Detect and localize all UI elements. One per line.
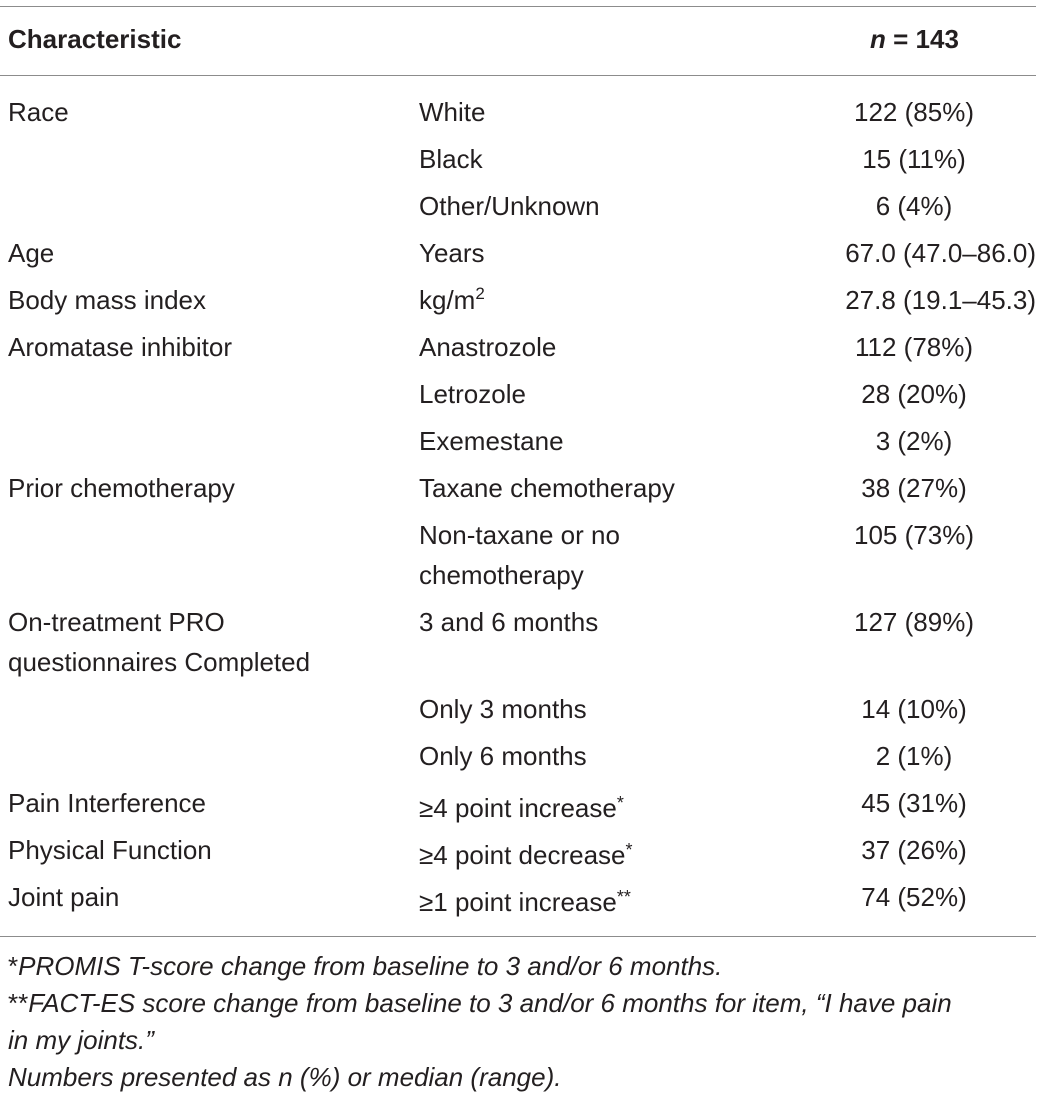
row-category: Years (419, 238, 485, 268)
row-value: 6 (4%) (875, 191, 953, 221)
header-n-value: = 143 (893, 24, 959, 54)
row-value: 14 (10%) (861, 694, 967, 724)
unit-text: kg/m (419, 285, 476, 315)
row-value: 74 (52%) (861, 882, 967, 912)
row-category: Non-taxane or no chemotherapy (419, 515, 749, 595)
row-category: kg/m2 (419, 280, 749, 320)
row-category: Black (419, 144, 483, 174)
row-label: Age (8, 238, 55, 268)
row-value: 105 (73%) (854, 520, 974, 550)
row-category-text: ≥4 point increase (419, 793, 617, 823)
unit-superscript: 2 (475, 284, 485, 303)
footnote-text: in my joints.” (8, 1025, 154, 1055)
row-category-text: ≥4 point decrease (419, 840, 626, 870)
row-category: Taxane chemotherapy (419, 473, 675, 503)
row-category-line: Non-taxane or no (419, 520, 620, 550)
row-label-line: On-treatment PRO (8, 607, 225, 637)
table-header-rule (0, 75, 1036, 76)
footnote-marker: * (625, 840, 633, 860)
row-value: 45 (31%) (861, 788, 967, 818)
row-value: 15 (11%) (862, 144, 966, 174)
footnote-1: *PROMIS T-score change from baseline to … (8, 948, 1038, 985)
footnote-marker: * (616, 793, 624, 813)
row-category: Only 3 months (419, 694, 587, 724)
row-category: ≥4 point decrease* (419, 830, 749, 875)
row-category: Letrozole (419, 379, 526, 409)
row-value: 112 (78%) (854, 332, 974, 362)
table-top-rule (0, 6, 1036, 7)
row-category: White (419, 97, 486, 127)
row-value: 28 (20%) (861, 379, 967, 409)
row-label: Pain Interference (8, 788, 207, 818)
row-value: 67.0 (47.0–86.0) (845, 238, 1036, 268)
row-value: 127 (89%) (854, 607, 974, 637)
table-bottom-rule (0, 936, 1036, 937)
row-label: Prior chemotherapy (8, 473, 235, 503)
row-label-line: questionnaires Completed (8, 647, 311, 677)
row-value: 37 (26%) (861, 835, 967, 865)
header-n: n = 143 (870, 24, 959, 55)
row-category: 3 and 6 months (419, 607, 599, 637)
row-category-text: ≥1 point increase (419, 887, 617, 917)
footnote-text: FACT-ES score change from baseline to 3 … (28, 988, 952, 1018)
row-category: Anastrozole (419, 332, 557, 362)
row-label: Aromatase inhibitor (8, 332, 232, 362)
row-label: Race (8, 97, 69, 127)
row-category: ≥4 point increase* (419, 783, 749, 828)
row-value: 38 (27%) (861, 473, 967, 503)
header-n-label: n (870, 24, 886, 54)
row-value: 27.8 (19.1–45.3) (845, 285, 1036, 315)
row-category: Exemestane (419, 426, 564, 456)
table-header: Characteristic n = 143 (0, 22, 1036, 62)
footnote-text: PROMIS T-score change from baseline to 3… (18, 951, 723, 981)
footnote-2: **FACT-ES score change from baseline to … (8, 985, 1038, 1059)
row-category: Only 6 months (419, 741, 587, 771)
row-value: 3 (2%) (875, 426, 953, 456)
row-value: 2 (1%) (875, 741, 953, 771)
row-value: 122 (85%) (854, 97, 974, 127)
footnote-3: Numbers presented as n (%) or median (ra… (8, 1062, 562, 1092)
footnote-marker: ** (8, 988, 29, 1018)
header-characteristic: Characteristic (8, 24, 182, 54)
row-category: ≥1 point increase** (419, 877, 749, 922)
row-label: Joint pain (8, 882, 120, 912)
row-label: On-treatment PRO questionnaires Completed (8, 602, 408, 682)
row-category-line: chemotherapy (419, 560, 584, 590)
row-label: Body mass index (8, 285, 206, 315)
footnote-marker: ** (616, 887, 631, 907)
table-footnotes: *PROMIS T-score change from baseline to … (8, 948, 1038, 1096)
row-category: Other/Unknown (419, 191, 600, 221)
row-label: Physical Function (8, 835, 212, 865)
footnote-marker: * (8, 951, 19, 981)
